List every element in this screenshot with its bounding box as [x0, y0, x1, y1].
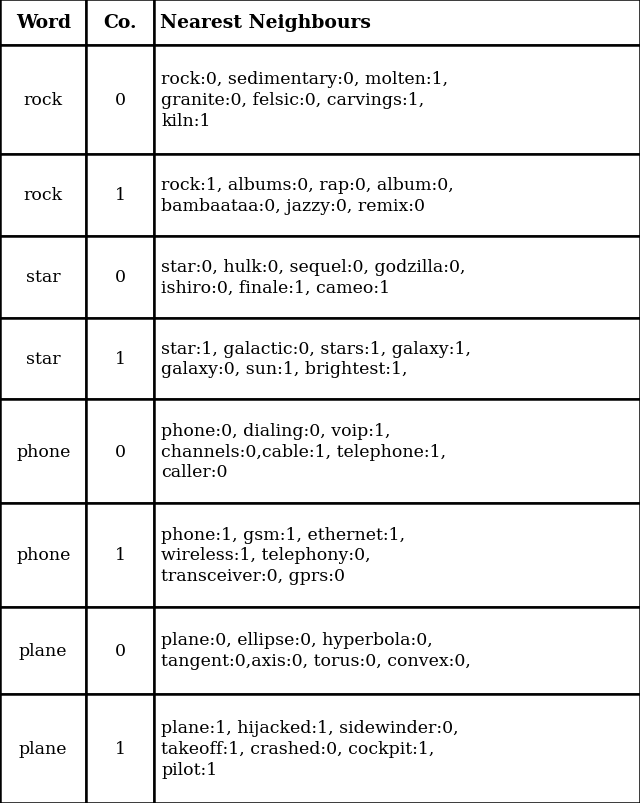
Bar [0, 46, 86, 155]
Bar [86, 400, 154, 503]
Text: Word: Word [15, 14, 71, 32]
Bar [0, 318, 86, 400]
Text: 1: 1 [115, 187, 125, 204]
Bar [0, 0, 86, 46]
Bar [86, 503, 154, 607]
Text: granite:0, felsic:0, carvings:1,: granite:0, felsic:0, carvings:1, [161, 92, 424, 108]
Bar [86, 46, 154, 155]
Bar [0, 400, 86, 503]
Bar [86, 694, 154, 803]
Bar [154, 400, 640, 503]
Text: rock: rock [24, 92, 63, 108]
Text: Co.: Co. [103, 14, 137, 32]
Text: 1: 1 [115, 547, 125, 564]
Text: plane: plane [19, 740, 67, 757]
Bar [154, 694, 640, 803]
Text: 1: 1 [115, 351, 125, 368]
Text: star:1, galactic:0, stars:1, galaxy:1,: star:1, galactic:0, stars:1, galaxy:1, [161, 340, 471, 357]
Bar [154, 236, 640, 318]
Text: 0: 0 [115, 92, 125, 108]
Text: star: star [26, 351, 61, 368]
Text: star:0, hulk:0, sequel:0, godzilla:0,: star:0, hulk:0, sequel:0, godzilla:0, [161, 259, 466, 275]
Text: ishiro:0, finale:1, cameo:1: ishiro:0, finale:1, cameo:1 [161, 279, 390, 296]
Text: kiln:1: kiln:1 [161, 112, 211, 129]
Text: rock:1, albums:0, rap:0, album:0,: rock:1, albums:0, rap:0, album:0, [161, 177, 454, 194]
Text: 0: 0 [115, 443, 125, 460]
Bar [0, 694, 86, 803]
Text: transceiver:0, gprs:0: transceiver:0, gprs:0 [161, 568, 346, 585]
Text: phone:0, dialing:0, voip:1,: phone:0, dialing:0, voip:1, [161, 422, 391, 439]
Text: rock:0, sedimentary:0, molten:1,: rock:0, sedimentary:0, molten:1, [161, 71, 449, 88]
Bar [86, 236, 154, 318]
Text: pilot:1: pilot:1 [161, 760, 218, 778]
Text: 1: 1 [115, 740, 125, 757]
Text: Nearest Neighbours: Nearest Neighbours [160, 14, 371, 32]
Text: phone: phone [16, 443, 70, 460]
Text: galaxy:0, sun:1, brightest:1,: galaxy:0, sun:1, brightest:1, [161, 361, 408, 378]
Bar [154, 0, 640, 46]
Text: takeoff:1, crashed:0, cockpit:1,: takeoff:1, crashed:0, cockpit:1, [161, 740, 435, 757]
Text: plane:0, ellipse:0, hyperbola:0,: plane:0, ellipse:0, hyperbola:0, [161, 632, 433, 649]
Bar [86, 607, 154, 694]
Bar [0, 607, 86, 694]
Bar [86, 155, 154, 236]
Text: rock: rock [24, 187, 63, 204]
Text: 0: 0 [115, 642, 125, 659]
Bar [154, 318, 640, 400]
Bar [86, 318, 154, 400]
Text: star: star [26, 269, 61, 286]
Text: 0: 0 [115, 269, 125, 286]
Text: bambaataa:0, jazzy:0, remix:0: bambaataa:0, jazzy:0, remix:0 [161, 198, 425, 214]
Bar [154, 155, 640, 236]
Text: plane:1, hijacked:1, sidewinder:0,: plane:1, hijacked:1, sidewinder:0, [161, 719, 459, 736]
Bar [154, 46, 640, 155]
Text: phone:1, gsm:1, ethernet:1,: phone:1, gsm:1, ethernet:1, [161, 526, 405, 543]
Text: caller:0: caller:0 [161, 464, 228, 481]
Text: wireless:1, telephony:0,: wireless:1, telephony:0, [161, 547, 371, 564]
Bar [154, 607, 640, 694]
Bar [0, 503, 86, 607]
Bar [86, 0, 154, 46]
Text: channels:0,cable:1, telephone:1,: channels:0,cable:1, telephone:1, [161, 443, 447, 460]
Text: tangent:0,axis:0, torus:0, convex:0,: tangent:0,axis:0, torus:0, convex:0, [161, 652, 471, 670]
Bar [154, 503, 640, 607]
Text: plane: plane [19, 642, 67, 659]
Bar [0, 236, 86, 318]
Bar [0, 155, 86, 236]
Text: phone: phone [16, 547, 70, 564]
